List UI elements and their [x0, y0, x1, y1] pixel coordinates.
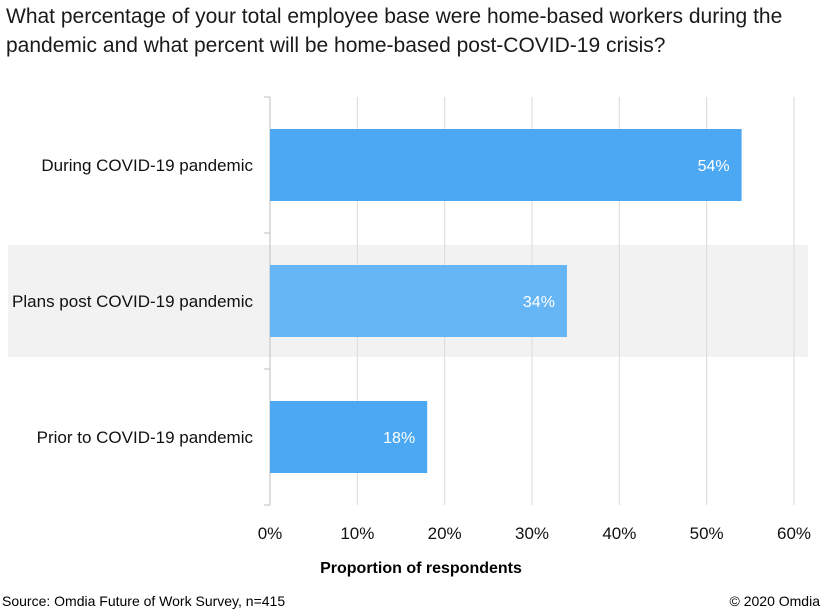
data-label: 18%: [383, 430, 415, 447]
category-label: Prior to COVID-19 pandemic: [37, 428, 254, 447]
bar: [270, 401, 428, 473]
data-label: 54%: [698, 158, 730, 175]
category-label: Plans post COVID-19 pandemic: [12, 292, 253, 311]
bar: [270, 265, 567, 337]
x-tick-label: 50%: [690, 524, 724, 543]
x-tick-label: 60%: [777, 524, 811, 543]
bar: [270, 129, 742, 201]
source-note: Source: Omdia Future of Work Survey, n=4…: [2, 593, 286, 609]
x-tick-label: 20%: [428, 524, 462, 543]
x-tick-label: 40%: [602, 524, 636, 543]
x-axis-title: Proportion of respondents: [320, 560, 522, 577]
copyright-note: © 2020 Omdia: [729, 593, 820, 609]
x-tick-label: 30%: [515, 524, 549, 543]
x-tick-label: 10%: [340, 524, 374, 543]
data-label: 34%: [523, 294, 555, 311]
x-tick-label: 0%: [258, 524, 283, 543]
category-label: During COVID-19 pandemic: [41, 156, 253, 175]
chart-title: What percentage of your total employee b…: [6, 5, 783, 57]
